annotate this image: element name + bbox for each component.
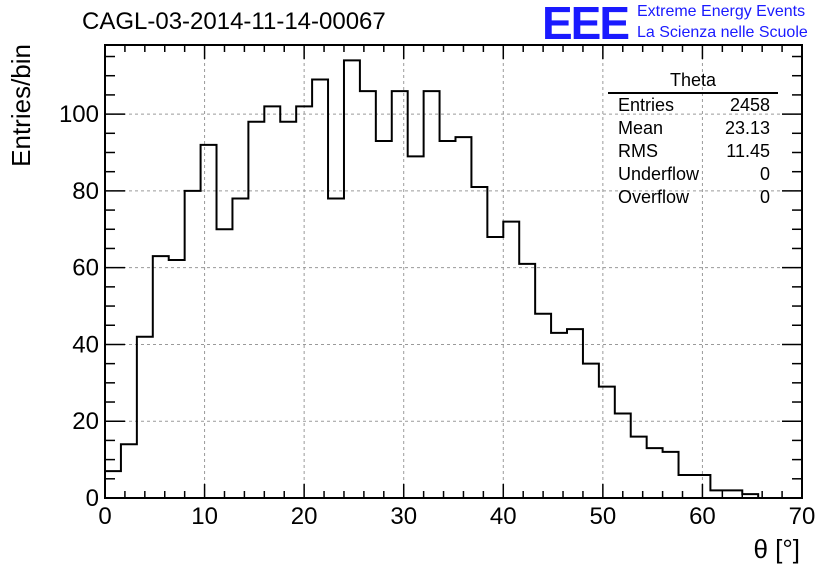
y-axis-label: Entries/bin [6,44,36,167]
logo-caption-line1: Extreme Energy Events [637,3,806,20]
y-tick-label: 0 [86,485,99,512]
x-tick-labels: 0 10 20 30 40 50 60 70 [98,503,815,530]
x-tick-label: 10 [191,503,218,530]
stats-label: RMS [618,141,658,161]
stats-label: Entries [618,95,675,115]
y-tick-label: 40 [72,331,99,358]
stats-row-mean: Mean 23.13 [608,117,778,140]
stats-value: 11.45 [726,141,770,161]
histogram-series [105,59,802,499]
stats-row-overflow: Overflow 0 [608,186,778,209]
y-tick-label: 20 [72,408,99,435]
x-tick-label: 50 [590,503,617,530]
stats-value: 23.13 [724,118,770,138]
y-tick-label: 60 [72,255,99,282]
stats-row-underflow: Underflow 0 [608,163,778,186]
stats-value: 0 [759,164,770,184]
x-tick-label: 70 [789,503,816,530]
stats-box: Theta Entries 2458 Mean 23.13 RMS 11.45 … [608,70,778,209]
stats-label: Mean [618,118,664,138]
x-tick-label: 20 [291,503,318,530]
stats-label: Overflow [618,187,690,207]
logo-caption-line2: La Scienza nelle Scuole [637,24,808,41]
y-tick-label: 80 [72,178,99,205]
grid-lines [105,45,802,498]
y-tick-label: 100 [59,101,99,128]
stats-value: 2458 [729,95,770,115]
stats-row-entries: Entries 2458 [608,94,778,117]
chart-title: CAGL-03-2014-11-14-00067 [82,8,386,35]
plot-frame [104,44,803,499]
x-tick-label: 60 [689,503,716,530]
eee-logo: EEE [542,0,630,49]
stats-row-rms: RMS 11.45 [608,140,778,163]
x-tick-label: 0 [98,503,111,530]
x-tick-label: 30 [390,503,417,530]
x-axis-label: θ [°] [753,534,800,564]
x-tick-label: 40 [490,503,517,530]
y-tick-labels: 0 20 40 60 80 100 [59,101,99,512]
stats-label: Underflow [618,164,700,184]
stats-value: 0 [759,187,770,207]
stats-title: Theta [608,70,778,94]
